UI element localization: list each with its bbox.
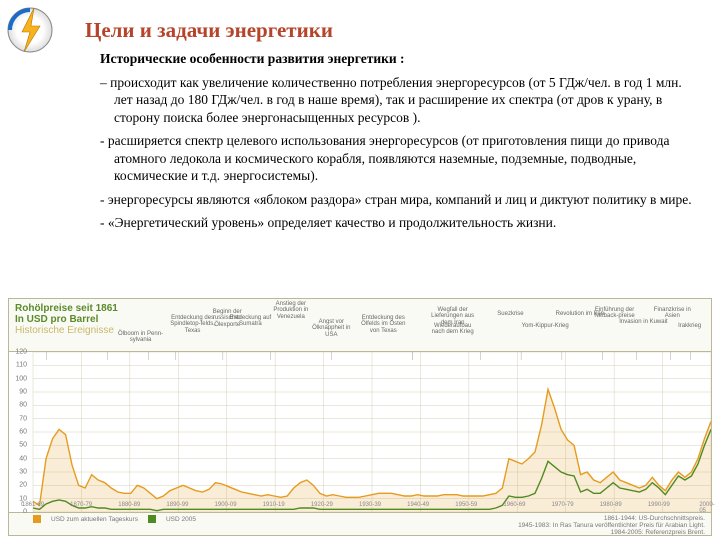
chart-legend: USD zum aktuellen Tageskurs USD 2005: [33, 515, 196, 523]
x-axis-labels: 1861-691870-791880-891890-991900-091910-…: [33, 502, 707, 512]
chart-header: Rohölpreise seit 1861 In USD pro Barrel …: [8, 298, 712, 351]
bullet-item: «Энергетический уровень» определяет каче…: [100, 214, 692, 232]
legend-label-nominal: USD zum aktuellen Tageskurs: [51, 516, 138, 523]
bullet-item: расширяется спектр целевого использовани…: [100, 132, 692, 185]
bullet-item: энергоресурсы являются «яблоком раздора»…: [100, 191, 692, 209]
chart-subtitle: Historische Ereignisse: [15, 325, 118, 336]
subtitle: Исторические особенности развития энерге…: [100, 50, 692, 68]
legend-swatch-real: [148, 515, 156, 523]
page-title: Цели и задачи энергетики: [85, 18, 333, 43]
chart-event-label: Anstieg der Produktion in Venezuela: [265, 301, 317, 320]
content-block: Исторические особенности развития энерге…: [100, 50, 692, 238]
chart-event-label: Suezkrise: [484, 311, 536, 317]
chart-event-label: Einführung der Netback-preise: [589, 307, 641, 320]
y-axis-labels: 0102030405060708090100110120: [7, 352, 29, 512]
chart-footer: USD zum aktuellen Tageskurs USD 2005 186…: [8, 513, 712, 536]
chart-title-line2: In USD pro Barrel: [15, 314, 98, 325]
chart-footnote: 1861-1944: US-Durchschnittspreis.1945-19…: [518, 515, 705, 536]
legend-label-real: USD 2005: [166, 516, 196, 523]
lightning-logo: [6, 6, 54, 54]
chart-event-label: Ölboom in Penn-sylvania: [115, 331, 167, 344]
chart-event-label: Entdeckung des Ölfelds im Osten von Texa…: [357, 315, 409, 334]
chart-event-label: Irakkrieg: [664, 323, 716, 329]
chart-plot: 0102030405060708090100110120 1861-691870…: [8, 351, 712, 513]
chart-events: Ölboom in Penn-sylvaniaEntdeckung des Sp…: [129, 301, 707, 349]
bullet-item: происходит как увеличение количественно …: [100, 74, 692, 127]
chart-event-label: Invasion in Kuwait: [617, 319, 669, 325]
chart-title: Rohölpreise seit 1861 In USD pro Barrel …: [15, 303, 118, 336]
chart-event-label: Yom-Kippur-Krieg: [519, 323, 571, 329]
chart-title-line1: Rohölpreise seit 1861: [15, 303, 118, 314]
chart-event-label: Angst vor Ölknappheit in USA: [305, 319, 357, 338]
chart-event-label: Wiederaufbau nach dem Krieg: [427, 323, 479, 336]
oil-price-chart: Rohölpreise seit 1861 In USD pro Barrel …: [8, 298, 712, 534]
chart-event-label: Finanzkrise in Asien: [646, 307, 698, 320]
legend-swatch-nominal: [33, 515, 41, 523]
